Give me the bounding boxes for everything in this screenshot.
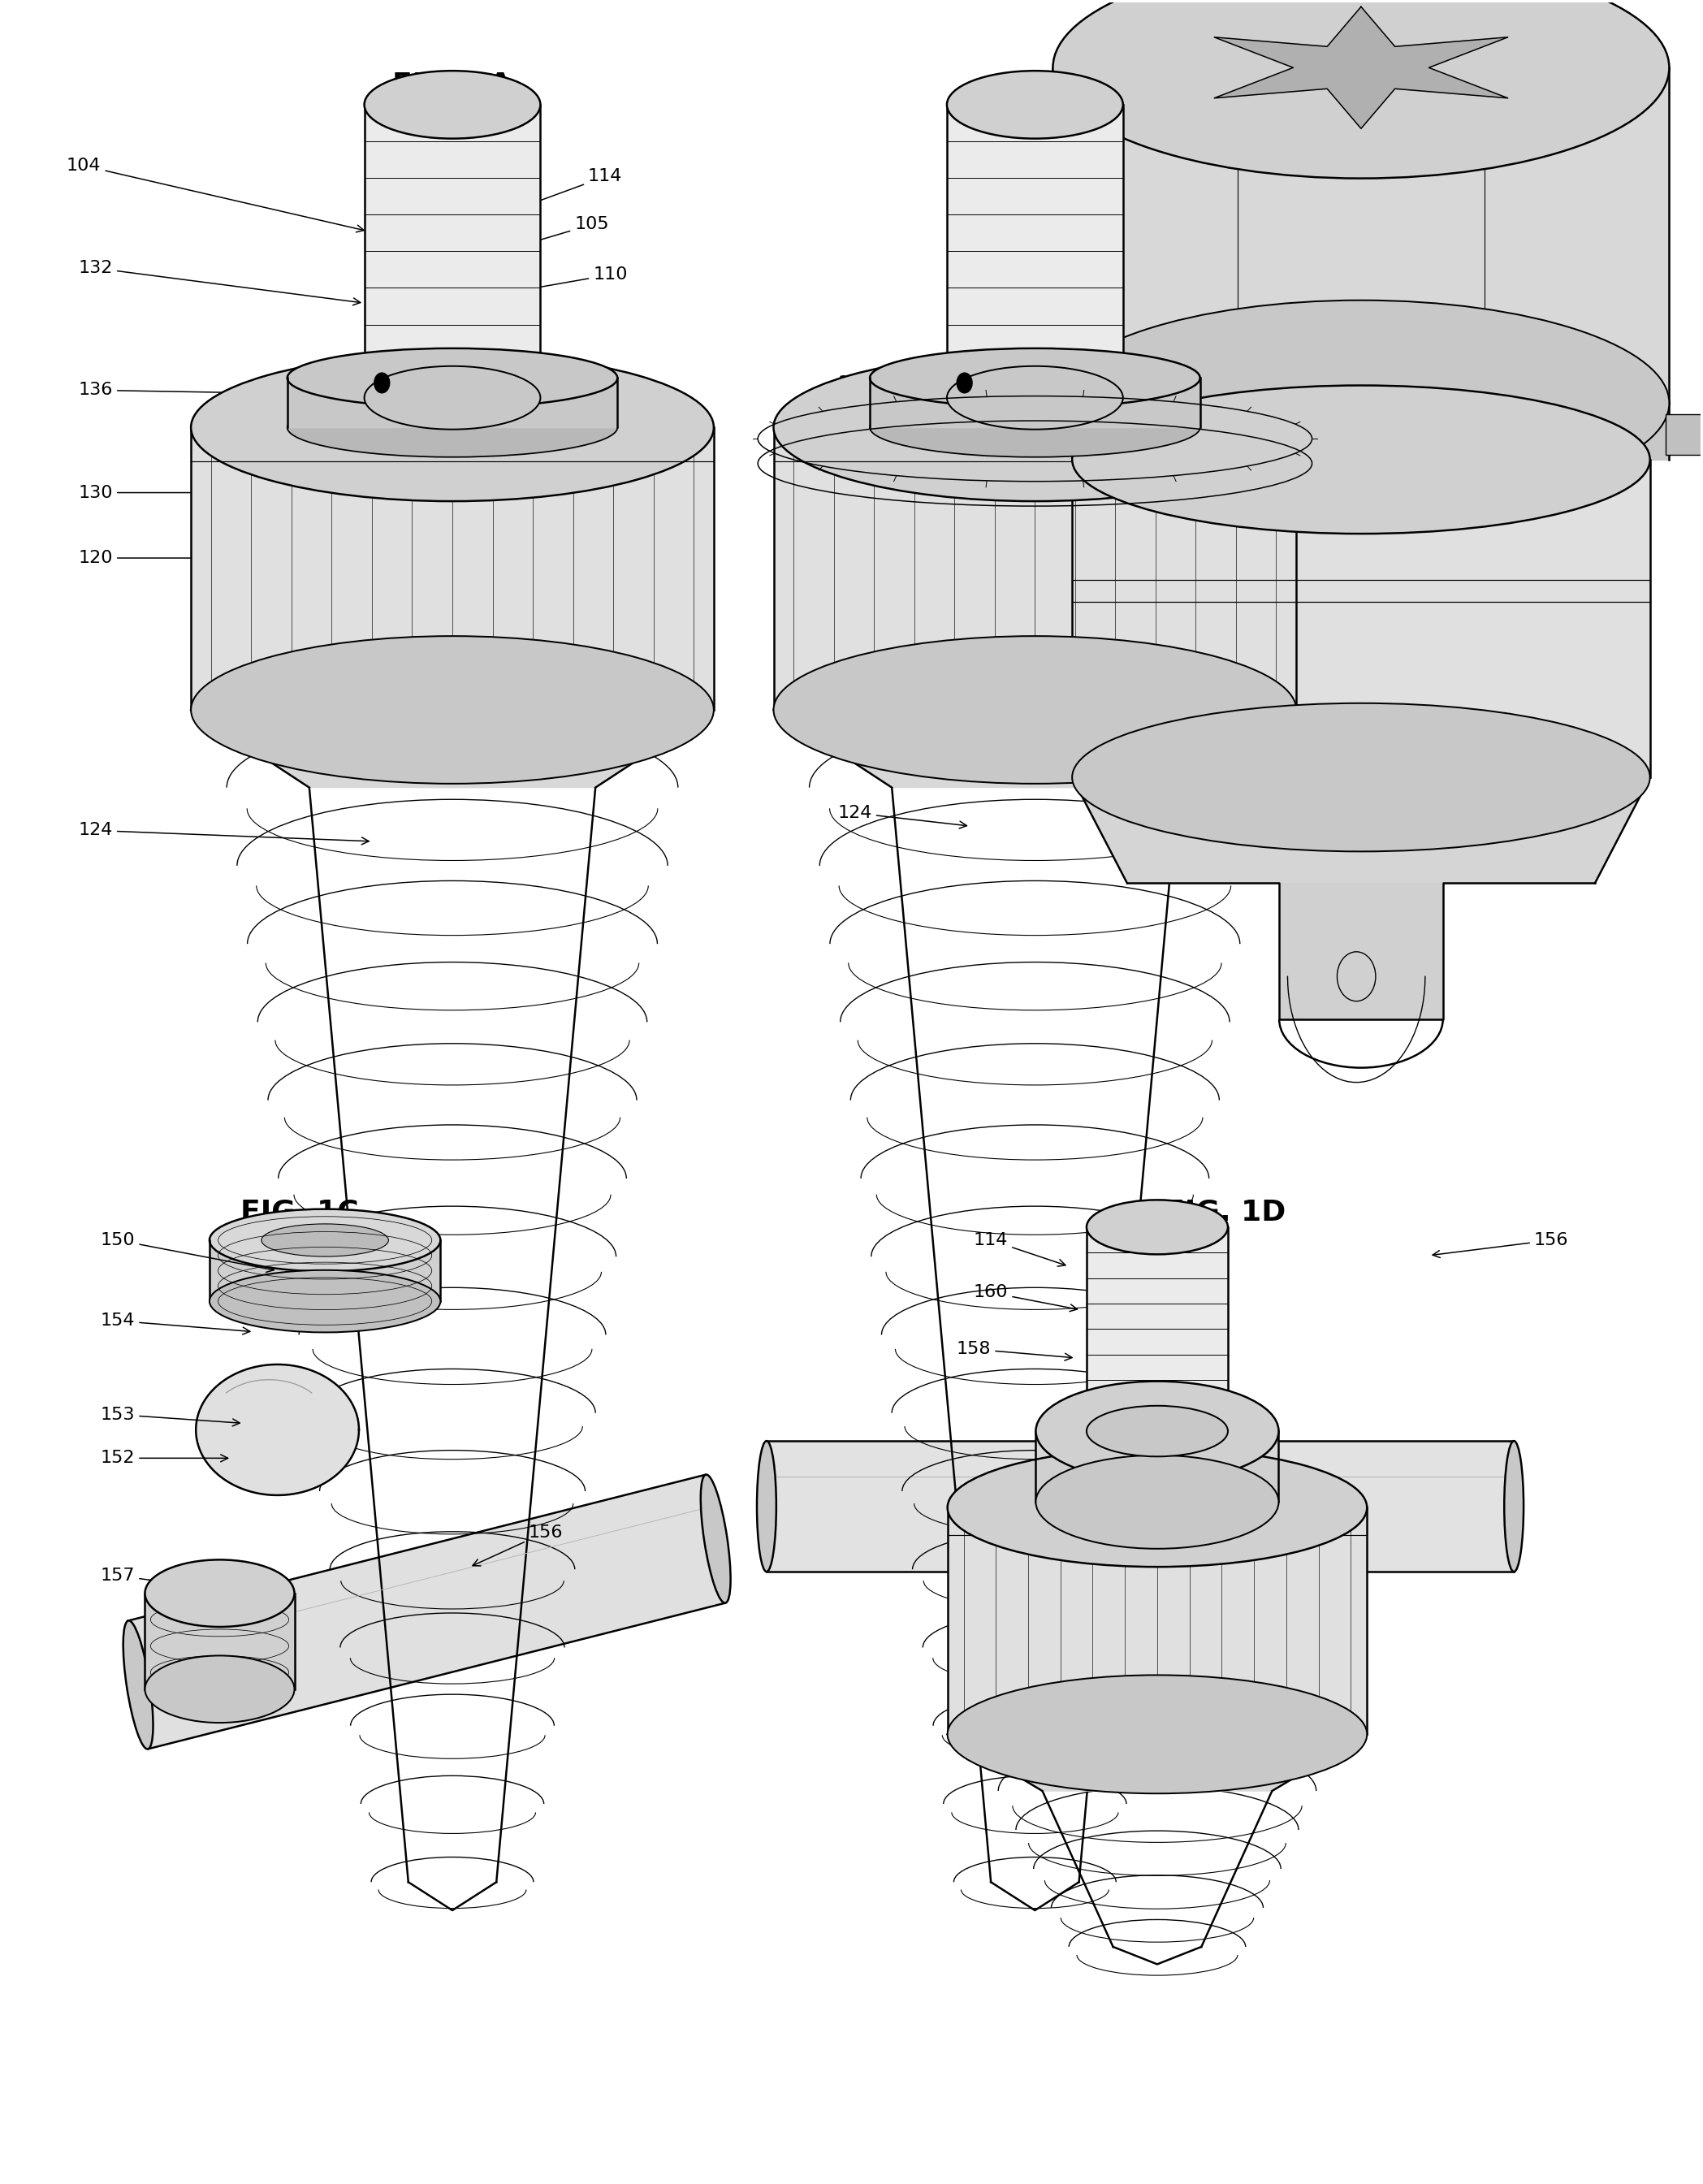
Ellipse shape [191, 354, 714, 500]
Ellipse shape [947, 1675, 1368, 1793]
Text: 156: 156 [473, 1524, 564, 1566]
Ellipse shape [288, 397, 618, 456]
Text: 120: 120 [838, 529, 971, 546]
Ellipse shape [1087, 1199, 1228, 1254]
Ellipse shape [364, 367, 540, 430]
Text: 153: 153 [100, 1406, 240, 1426]
Text: 104: 104 [66, 157, 364, 232]
Polygon shape [766, 1441, 1514, 1572]
Polygon shape [870, 378, 1201, 428]
Polygon shape [1127, 882, 1596, 1020]
Text: 130: 130 [78, 485, 339, 500]
Polygon shape [364, 105, 540, 397]
Text: 132: 132 [78, 260, 361, 306]
Text: 110: 110 [490, 266, 628, 299]
Text: 158: 158 [957, 1341, 1073, 1361]
Text: 124: 124 [78, 823, 370, 845]
Ellipse shape [1504, 1441, 1524, 1572]
Text: 184: 184 [1398, 135, 1565, 162]
Polygon shape [196, 1365, 359, 1496]
Polygon shape [947, 1734, 1368, 1791]
Polygon shape [773, 428, 1296, 710]
Ellipse shape [947, 1448, 1368, 1566]
Polygon shape [1073, 778, 1650, 882]
Text: FIG. 1A: FIG. 1A [393, 72, 513, 98]
Ellipse shape [1073, 703, 1650, 852]
Ellipse shape [870, 347, 1201, 408]
Ellipse shape [947, 367, 1122, 430]
Text: 136: 136 [838, 376, 976, 391]
Ellipse shape [145, 1655, 295, 1723]
Ellipse shape [1052, 299, 1669, 507]
Text: 144: 144 [1204, 500, 1269, 515]
Polygon shape [773, 710, 1296, 788]
Text: 114: 114 [490, 168, 622, 221]
Polygon shape [1073, 459, 1650, 778]
FancyBboxPatch shape [1666, 415, 1703, 454]
Ellipse shape [364, 70, 540, 138]
Text: FIG. 1B: FIG. 1B [1107, 72, 1226, 98]
Ellipse shape [262, 1223, 388, 1256]
Text: 146: 146 [1381, 92, 1565, 109]
Text: 124: 124 [838, 806, 967, 828]
Polygon shape [191, 710, 714, 788]
Ellipse shape [1052, 0, 1669, 179]
Text: FIG. 1C: FIG. 1C [240, 1199, 359, 1225]
Text: 154: 154 [100, 1313, 250, 1334]
Ellipse shape [191, 636, 714, 784]
Polygon shape [1087, 1227, 1228, 1431]
Ellipse shape [209, 1271, 441, 1332]
Polygon shape [209, 1241, 441, 1302]
Polygon shape [1214, 7, 1507, 129]
Ellipse shape [1006, 1474, 1308, 1529]
Text: 152: 152 [100, 1450, 228, 1465]
Ellipse shape [756, 1441, 777, 1572]
Text: 160: 160 [974, 1284, 1078, 1310]
Polygon shape [947, 1507, 1368, 1734]
Ellipse shape [700, 1474, 731, 1603]
Text: 143: 143 [1466, 387, 1565, 402]
Ellipse shape [209, 1210, 441, 1271]
Ellipse shape [1052, 352, 1669, 454]
Polygon shape [145, 1594, 295, 1688]
Ellipse shape [123, 1621, 153, 1749]
Text: 114: 114 [974, 1232, 1066, 1267]
Text: FIG. 1D: FIG. 1D [1165, 1199, 1286, 1225]
Text: 156: 156 [1432, 1232, 1568, 1258]
Polygon shape [1052, 404, 1669, 459]
Ellipse shape [773, 354, 1296, 500]
Ellipse shape [773, 636, 1296, 784]
Polygon shape [1035, 1431, 1279, 1503]
Polygon shape [191, 428, 714, 710]
Text: 150: 150 [100, 1232, 274, 1273]
Polygon shape [1052, 68, 1669, 404]
Ellipse shape [1035, 1455, 1279, 1548]
Ellipse shape [1087, 1406, 1228, 1457]
Ellipse shape [1035, 1380, 1279, 1481]
Text: 140: 140 [1487, 491, 1565, 515]
Text: 120: 120 [78, 550, 339, 566]
Polygon shape [128, 1474, 725, 1749]
Circle shape [957, 371, 972, 393]
Ellipse shape [288, 347, 618, 408]
Text: 142: 142 [1356, 463, 1412, 478]
Text: 150: 150 [1156, 1232, 1218, 1265]
Text: 141: 141 [838, 430, 959, 446]
Ellipse shape [1073, 384, 1650, 533]
Text: 105: 105 [479, 216, 610, 260]
Ellipse shape [145, 1559, 295, 1627]
Ellipse shape [870, 397, 1201, 456]
Polygon shape [288, 378, 618, 428]
Text: 136: 136 [78, 382, 347, 397]
Circle shape [373, 371, 390, 393]
Text: 157: 157 [100, 1568, 250, 1597]
Text: 148: 148 [1402, 238, 1565, 271]
Ellipse shape [947, 70, 1122, 138]
Text: 130: 130 [996, 1505, 1100, 1531]
Polygon shape [947, 105, 1122, 397]
Text: 102: 102 [996, 1568, 1107, 1599]
